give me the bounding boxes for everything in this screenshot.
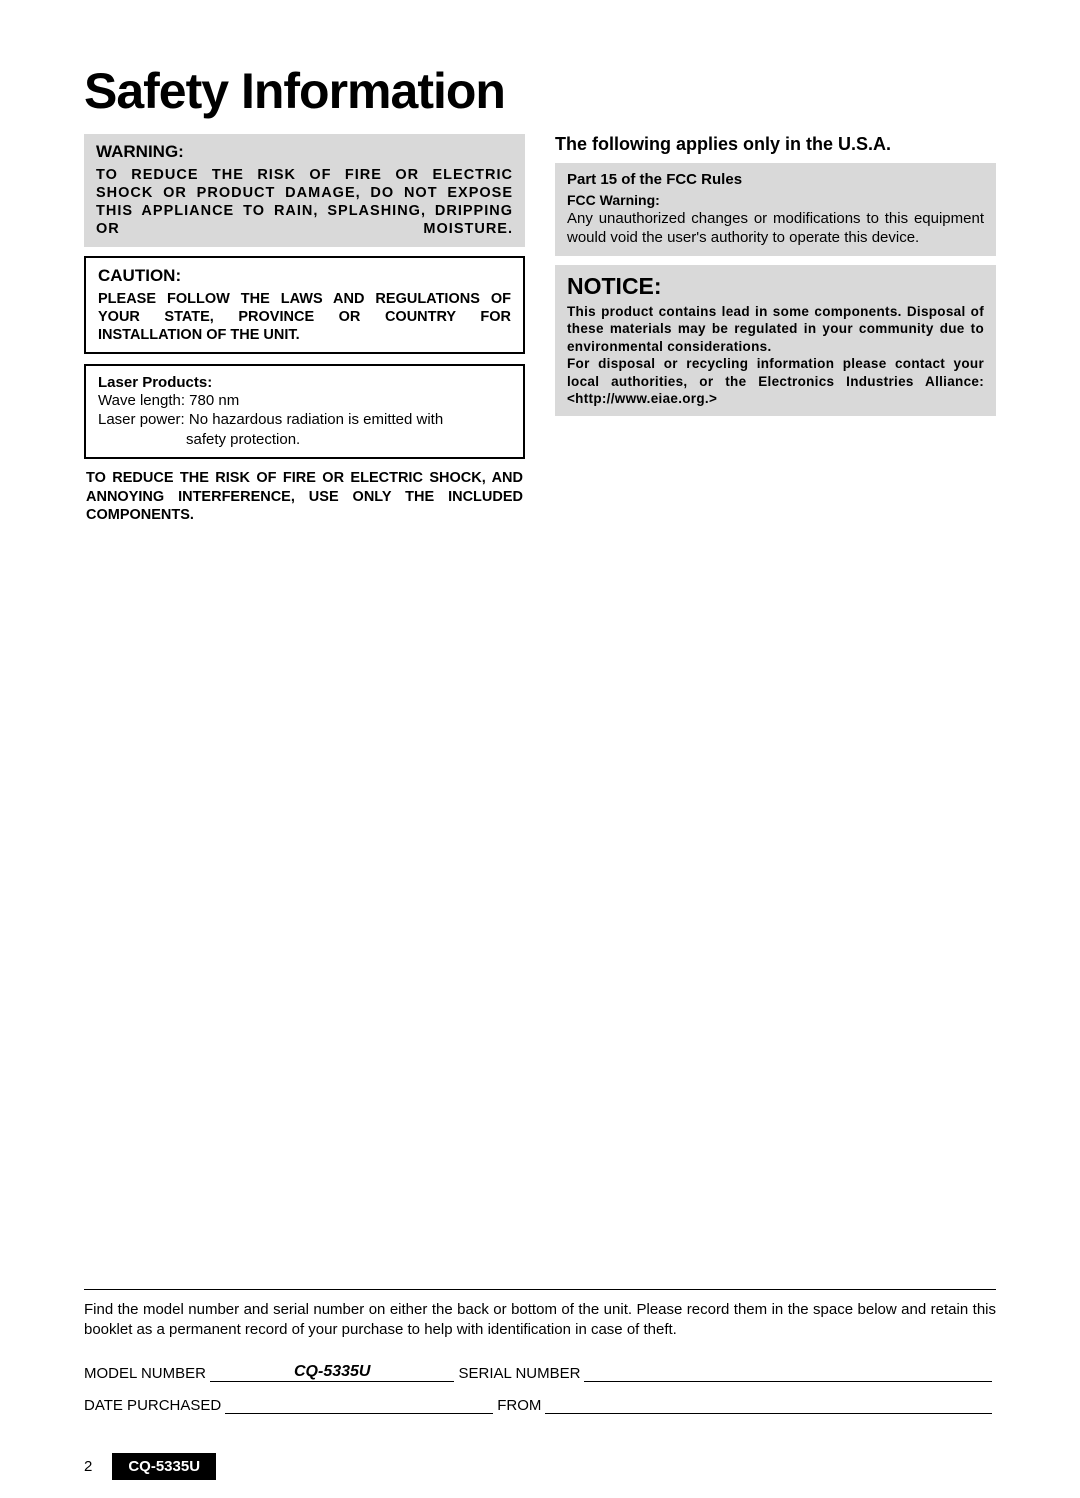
bottom-section: Find the model number and serial number … <box>84 1289 996 1428</box>
date-purchased-field <box>225 1396 493 1414</box>
laser-wave: Wave length: 780 nm <box>98 391 511 411</box>
serial-number-field <box>584 1364 992 1382</box>
page-number: 2 <box>84 1458 92 1475</box>
divider-line <box>84 1289 996 1290</box>
right-column: The following applies only in the U.S.A.… <box>555 134 996 525</box>
model-number-value: CQ-5335U <box>294 1363 370 1380</box>
caution-box: CAUTION: PLEASE FOLLOW THE LAWS AND REGU… <box>84 256 525 354</box>
fcc-warning-label: FCC Warning: <box>567 192 660 208</box>
caution-heading: CAUTION: <box>98 266 511 286</box>
warning-box: WARNING: TO REDUCE THE RISK OF FIRE OR E… <box>84 134 525 247</box>
notice-body: This product contains lead in some compo… <box>567 303 984 408</box>
model-serial-row: MODEL NUMBER CQ-5335U SERIAL NUMBER <box>84 1363 996 1382</box>
usa-heading: The following applies only in the U.S.A. <box>555 134 996 155</box>
fcc-subheading: Part 15 of the FCC Rules <box>567 171 984 188</box>
page-title: Safety Information <box>84 62 996 120</box>
fcc-body: Any unauthorized changes or modification… <box>567 210 984 248</box>
model-number-field: CQ-5335U <box>210 1363 455 1382</box>
components-text: TO REDUCE THE RISK OF FIRE OR ELECTRIC S… <box>84 469 525 525</box>
from-label: FROM <box>497 1397 541 1414</box>
fcc-box: Part 15 of the FCC Rules FCC Warning: An… <box>555 163 996 256</box>
notice-box: NOTICE: This product contains lead in so… <box>555 265 996 416</box>
page-footer: 2 CQ-5335U <box>84 1453 216 1480</box>
laser-box: Laser Products: Wave length: 780 nm Lase… <box>84 364 525 460</box>
left-column: WARNING: TO REDUCE THE RISK OF FIRE OR E… <box>84 134 525 525</box>
model-number-label: MODEL NUMBER <box>84 1365 206 1382</box>
bottom-instruction: Find the model number and serial number … <box>84 1300 996 1339</box>
warning-heading: WARNING: <box>96 142 513 162</box>
serial-number-label: SERIAL NUMBER <box>458 1365 580 1382</box>
date-from-row: DATE PURCHASED FROM <box>84 1396 996 1414</box>
content-columns: WARNING: TO REDUCE THE RISK OF FIRE OR E… <box>84 134 996 525</box>
warning-body: TO REDUCE THE RISK OF FIRE OR ELECTRIC S… <box>96 166 513 239</box>
model-tag: CQ-5335U <box>112 1453 216 1480</box>
notice-heading: NOTICE: <box>567 273 984 300</box>
laser-power-line1: Laser power: No hazardous radiation is e… <box>98 410 511 430</box>
from-field <box>545 1396 992 1414</box>
date-purchased-label: DATE PURCHASED <box>84 1397 221 1414</box>
laser-heading: Laser Products: <box>98 374 511 391</box>
caution-body: PLEASE FOLLOW THE LAWS AND REGULATIONS O… <box>98 290 511 344</box>
laser-power-line2: safety protection. <box>98 430 511 450</box>
